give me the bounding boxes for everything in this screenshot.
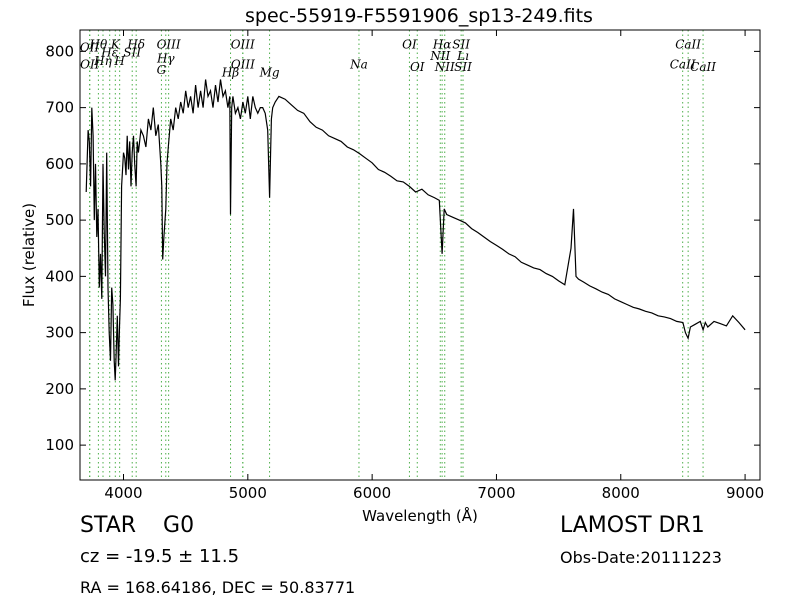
line-label: Hβ: [221, 66, 239, 80]
object-classification: STAR G0: [80, 513, 194, 538]
chart-title: spec-55919-F5591906_sp13-249.fits: [245, 5, 593, 27]
line-label: OI: [402, 38, 417, 52]
y-axis-ticks: 100 200 300 400 500 600 700 800: [45, 42, 760, 454]
y-tick-label: 500: [45, 211, 74, 229]
y-tick-label: 200: [45, 380, 74, 398]
spectral-line-markers: [89, 30, 704, 480]
observation-date: Obs-Date:20111223: [560, 548, 722, 567]
x-tick-label: 7000: [477, 484, 515, 502]
y-tick-label: 600: [45, 155, 74, 173]
x-tick-label: 6000: [353, 484, 391, 502]
y-tick-label: 700: [45, 99, 74, 117]
line-label: SII: [454, 60, 472, 74]
object-class: STAR: [80, 513, 137, 538]
line-label: Lı: [456, 49, 469, 63]
line-label: CaII: [675, 38, 701, 52]
line-label: SII: [123, 45, 141, 59]
coordinates-readout: RA = 168.64186, DEC = 50.83771: [80, 578, 356, 597]
line-label: Hγ: [156, 52, 175, 66]
y-tick-label: 800: [45, 42, 74, 60]
line-label: OI: [410, 60, 425, 74]
plot-frame: [79, 29, 761, 481]
line-label: Hε: [100, 45, 118, 59]
y-tick-label: 300: [45, 324, 74, 342]
line-label: OIII: [157, 38, 181, 52]
line-label: OII: [80, 57, 100, 71]
line-label: OIII: [231, 57, 255, 71]
line-label: Na: [349, 57, 368, 71]
line-label: NII: [434, 60, 455, 74]
line-label: OIII: [231, 38, 255, 52]
line-label: CaII: [670, 57, 696, 71]
y-tick-label: 100: [45, 436, 74, 454]
line-label: Hα: [432, 38, 452, 52]
x-axis-title: Wavelength (Å): [362, 506, 478, 525]
line-label: H: [113, 54, 125, 68]
line-label: CaII: [690, 60, 716, 74]
line-label: Mg: [259, 66, 280, 80]
x-tick-label: 9000: [726, 484, 764, 502]
line-label: Hη: [93, 54, 112, 68]
line-label: G: [157, 63, 167, 77]
line-label: K: [110, 38, 121, 52]
line-label: SII: [452, 38, 470, 52]
x-tick-label: 8000: [602, 484, 640, 502]
survey-name: LAMOST DR1: [560, 513, 705, 538]
x-axis-ticks: 4000 5000 6000 7000 8000 9000: [104, 30, 764, 502]
object-subclass: G0: [163, 513, 195, 538]
y-tick-label: 400: [45, 267, 74, 285]
line-label: NII: [429, 49, 450, 63]
spectrum-line: [85, 79, 746, 381]
x-tick-label: 4000: [104, 484, 142, 502]
redshift-readout: cz = -19.5 ± 11.5: [80, 546, 240, 567]
line-label: Hδ: [126, 38, 145, 52]
y-axis-title: Flux (relative): [20, 203, 38, 307]
x-tick-label: 5000: [229, 484, 267, 502]
line-label: Hθ: [89, 38, 108, 52]
